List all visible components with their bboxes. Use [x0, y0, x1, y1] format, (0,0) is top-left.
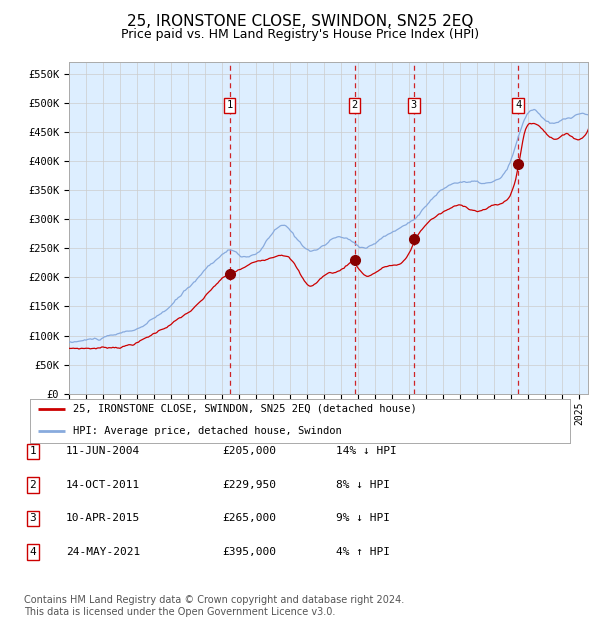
- Text: 3: 3: [29, 513, 37, 523]
- Text: 4: 4: [29, 547, 37, 557]
- Text: 14-OCT-2011: 14-OCT-2011: [66, 480, 140, 490]
- Text: Contains HM Land Registry data © Crown copyright and database right 2024.
This d: Contains HM Land Registry data © Crown c…: [24, 595, 404, 617]
- Text: 1: 1: [227, 100, 233, 110]
- Text: 9% ↓ HPI: 9% ↓ HPI: [336, 513, 390, 523]
- Text: 4% ↑ HPI: 4% ↑ HPI: [336, 547, 390, 557]
- Text: 25, IRONSTONE CLOSE, SWINDON, SN25 2EQ: 25, IRONSTONE CLOSE, SWINDON, SN25 2EQ: [127, 14, 473, 29]
- Text: 8% ↓ HPI: 8% ↓ HPI: [336, 480, 390, 490]
- Text: £265,000: £265,000: [222, 513, 276, 523]
- Text: 25, IRONSTONE CLOSE, SWINDON, SN25 2EQ (detached house): 25, IRONSTONE CLOSE, SWINDON, SN25 2EQ (…: [73, 404, 417, 414]
- Text: 2: 2: [352, 100, 358, 110]
- Text: 14% ↓ HPI: 14% ↓ HPI: [336, 446, 397, 456]
- Text: £205,000: £205,000: [222, 446, 276, 456]
- Text: 1: 1: [29, 446, 37, 456]
- Text: 24-MAY-2021: 24-MAY-2021: [66, 547, 140, 557]
- Text: HPI: Average price, detached house, Swindon: HPI: Average price, detached house, Swin…: [73, 426, 342, 436]
- Text: 4: 4: [515, 100, 521, 110]
- Text: 10-APR-2015: 10-APR-2015: [66, 513, 140, 523]
- Text: Price paid vs. HM Land Registry's House Price Index (HPI): Price paid vs. HM Land Registry's House …: [121, 28, 479, 41]
- Text: 2: 2: [29, 480, 37, 490]
- Text: £395,000: £395,000: [222, 547, 276, 557]
- Text: £229,950: £229,950: [222, 480, 276, 490]
- Text: 11-JUN-2004: 11-JUN-2004: [66, 446, 140, 456]
- Text: 3: 3: [411, 100, 417, 110]
